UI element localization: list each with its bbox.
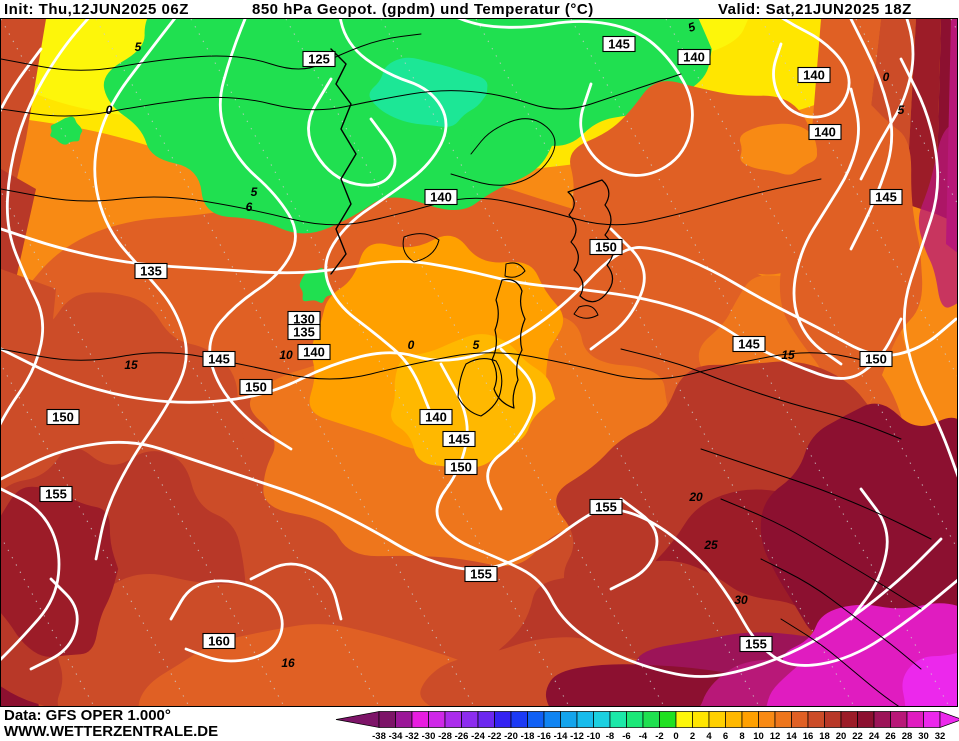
svg-text:150: 150 (450, 460, 472, 475)
svg-text:140: 140 (303, 345, 325, 360)
svg-text:10: 10 (753, 731, 764, 741)
svg-text:-26: -26 (455, 731, 469, 741)
svg-text:0: 0 (408, 338, 415, 352)
svg-text:-10: -10 (587, 731, 601, 741)
svg-text:16: 16 (281, 656, 295, 670)
svg-text:140: 140 (683, 50, 705, 65)
svg-text:0: 0 (673, 731, 678, 741)
svg-text:30: 30 (734, 593, 748, 607)
svg-text:28: 28 (902, 731, 913, 741)
svg-text:140: 140 (425, 410, 447, 425)
svg-text:150: 150 (865, 352, 887, 367)
svg-text:-14: -14 (554, 731, 568, 741)
svg-text:12: 12 (770, 731, 781, 741)
svg-text:14: 14 (786, 731, 797, 741)
svg-text:15: 15 (124, 358, 138, 372)
svg-text:20: 20 (836, 731, 847, 741)
svg-text:-24: -24 (471, 731, 485, 741)
svg-text:5: 5 (473, 338, 480, 352)
svg-text:140: 140 (814, 125, 836, 140)
svg-text:18: 18 (819, 731, 830, 741)
svg-text:155: 155 (45, 487, 67, 502)
svg-text:155: 155 (745, 637, 767, 652)
svg-text:140: 140 (803, 68, 825, 83)
svg-text:22: 22 (852, 731, 863, 741)
svg-text:-34: -34 (389, 731, 403, 741)
svg-text:0: 0 (883, 70, 890, 84)
svg-text:135: 135 (140, 264, 162, 279)
svg-text:145: 145 (738, 337, 760, 352)
svg-text:155: 155 (470, 567, 492, 582)
svg-text:32: 32 (935, 731, 946, 741)
svg-text:5: 5 (135, 40, 142, 54)
svg-text:150: 150 (245, 380, 267, 395)
svg-text:-22: -22 (488, 731, 502, 741)
svg-text:30: 30 (918, 731, 929, 741)
svg-text:145: 145 (608, 37, 630, 52)
svg-text:160: 160 (208, 634, 230, 649)
svg-text:-16: -16 (537, 731, 551, 741)
svg-text:-32: -32 (405, 731, 419, 741)
svg-text:145: 145 (208, 352, 230, 367)
svg-text:-28: -28 (438, 731, 452, 741)
svg-text:-12: -12 (570, 731, 584, 741)
svg-text:-2: -2 (655, 731, 663, 741)
svg-text:145: 145 (448, 432, 470, 447)
svg-text:25: 25 (703, 538, 718, 552)
svg-text:145: 145 (875, 190, 897, 205)
svg-text:150: 150 (595, 240, 617, 255)
svg-text:5: 5 (898, 103, 905, 117)
svg-text:125: 125 (308, 52, 330, 67)
svg-text:6: 6 (723, 731, 728, 741)
svg-text:20: 20 (688, 490, 703, 504)
svg-text:-6: -6 (622, 731, 630, 741)
svg-text:6: 6 (246, 200, 253, 214)
svg-text:15: 15 (781, 348, 795, 362)
svg-text:-30: -30 (422, 731, 436, 741)
svg-text:8: 8 (739, 731, 744, 741)
svg-text:-38: -38 (372, 731, 386, 741)
svg-text:140: 140 (430, 190, 452, 205)
svg-text:-8: -8 (606, 731, 614, 741)
svg-text:0: 0 (106, 103, 113, 117)
svg-text:155: 155 (595, 500, 617, 515)
svg-text:-20: -20 (504, 731, 518, 741)
svg-text:26: 26 (885, 731, 896, 741)
svg-text:150: 150 (52, 410, 74, 425)
svg-text:4: 4 (706, 731, 712, 741)
svg-text:16: 16 (803, 731, 814, 741)
svg-text:-18: -18 (521, 731, 535, 741)
svg-text:10: 10 (279, 348, 293, 362)
svg-text:24: 24 (869, 731, 880, 741)
svg-text:-4: -4 (639, 731, 648, 741)
svg-text:2: 2 (690, 731, 695, 741)
svg-text:135: 135 (293, 325, 315, 340)
svg-text:5: 5 (251, 185, 258, 199)
